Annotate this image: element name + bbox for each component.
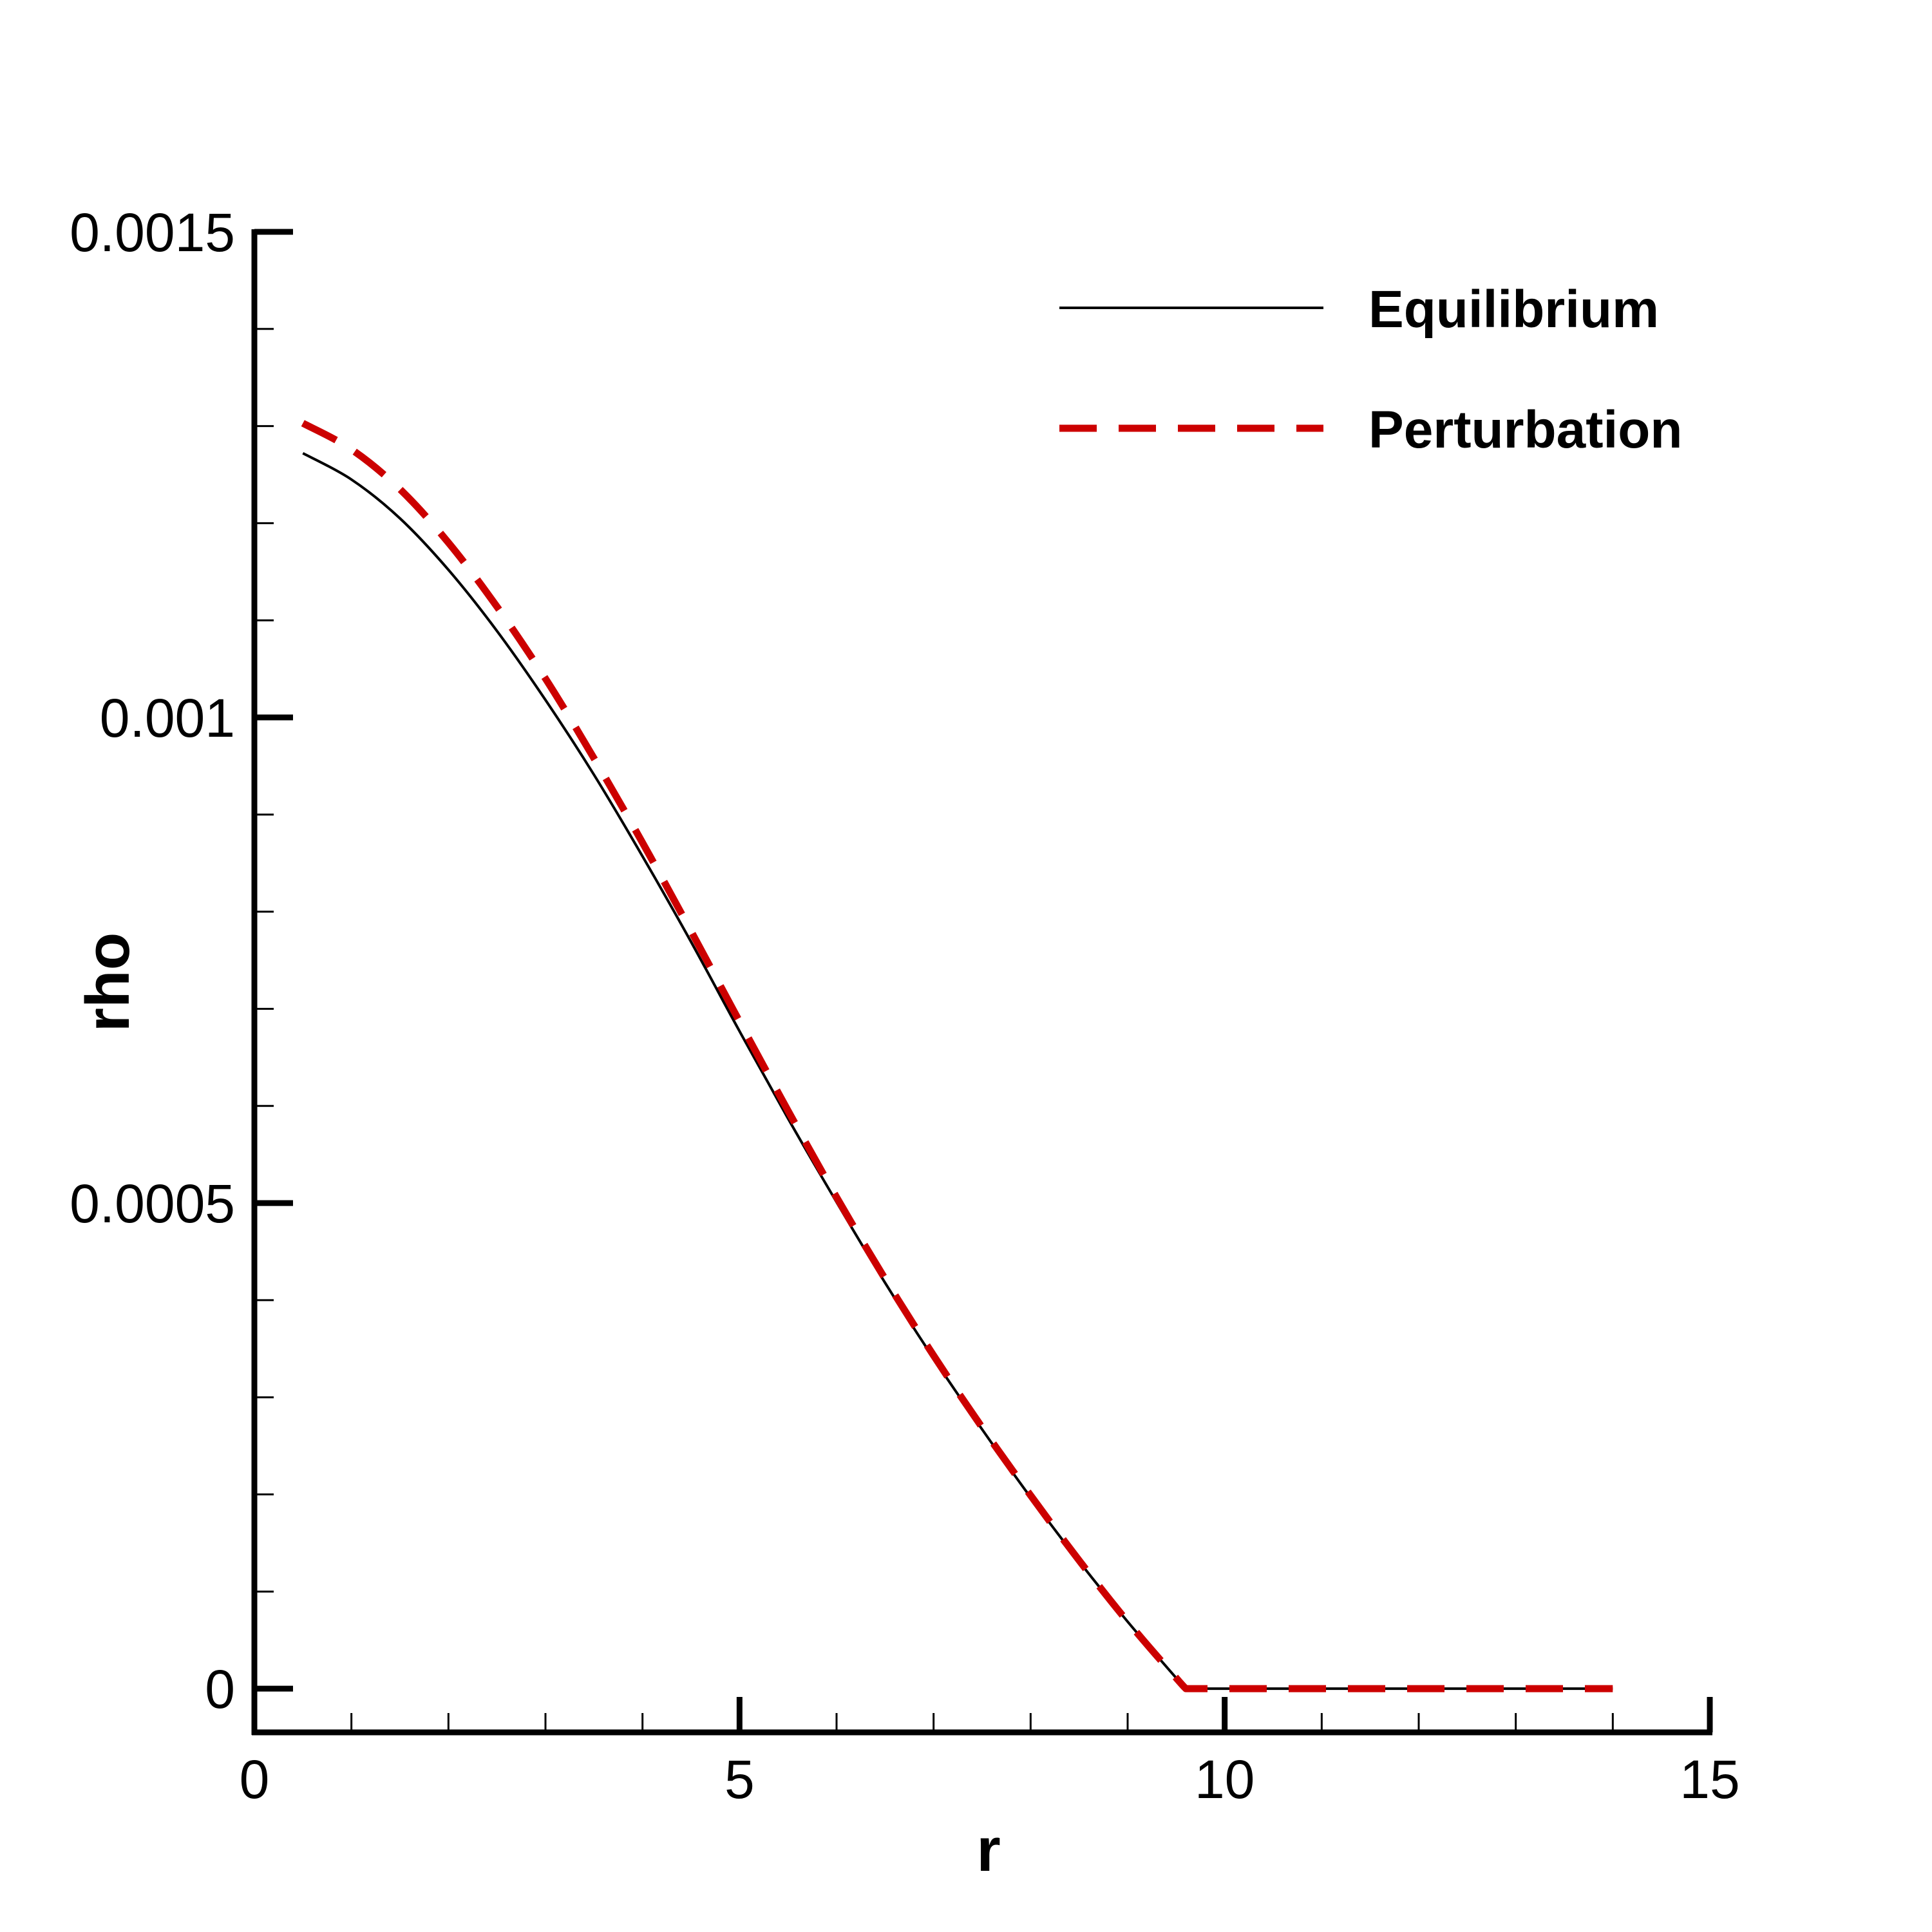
minor-ticks: [254, 328, 1614, 1732]
series-layer: [301, 420, 1613, 1692]
axes: [251, 229, 1713, 1736]
y-tick-label: 0.0015: [70, 202, 235, 263]
x-tick-label: 5: [724, 1749, 755, 1810]
legend: Equilibrium Perturbation: [1059, 280, 1682, 459]
y-tick-label: 0.0005: [70, 1173, 235, 1234]
series-line-perturbation: [301, 420, 1613, 1692]
y-axis-title: rho: [73, 933, 142, 1032]
tick-labels: 0 5 10 15 0 0.0005 0.001 0.0015: [70, 202, 1740, 1810]
y-tick-label: 0.001: [100, 688, 235, 748]
legend-label-equilibrium: Equilibrium: [1368, 280, 1659, 339]
x-tick-label: 15: [1680, 1749, 1739, 1810]
x-tick-label: 0: [240, 1749, 270, 1810]
legend-label-perturbation: Perturbation: [1368, 401, 1682, 459]
x-axis-title: r: [976, 1815, 1000, 1884]
y-tick-label: 0: [205, 1659, 235, 1719]
x-tick-label: 10: [1195, 1749, 1255, 1810]
